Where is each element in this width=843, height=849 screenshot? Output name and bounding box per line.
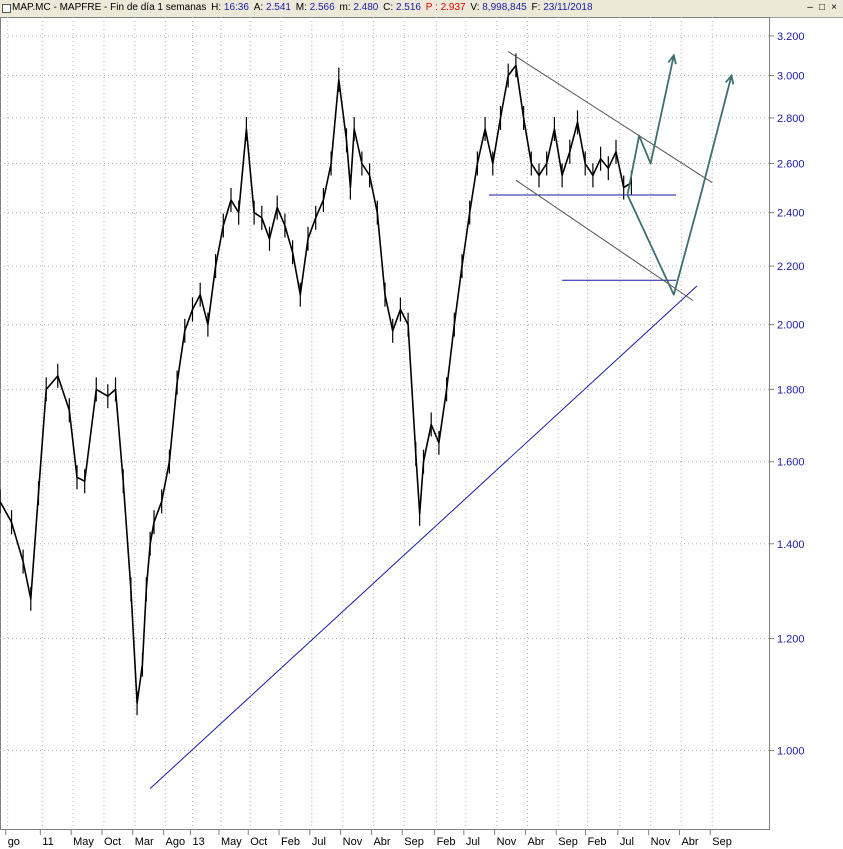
- x-tick-label: go: [8, 836, 20, 848]
- symbol-label: MAP.MC - MAPFRE - Fin de día 1 semanas: [12, 2, 207, 13]
- y-tick-label: 1.000: [777, 745, 805, 757]
- v-label: V:: [470, 2, 480, 13]
- x-tick-label: Nov: [497, 836, 517, 848]
- arrow-head-7: [667, 53, 677, 65]
- x-tick-label: Sep: [558, 836, 578, 848]
- x-tick-label: Ago: [166, 836, 186, 848]
- y-tick-label: 1.200: [777, 633, 805, 645]
- y-tick-label: 2.600: [777, 158, 805, 170]
- x-tick-label: Mar: [135, 836, 154, 848]
- c-value: 2.516: [395, 2, 421, 13]
- series-arrow-7: [626, 55, 675, 196]
- series-price-0: [0, 64, 632, 705]
- x-tick-label: 13: [193, 836, 205, 848]
- p-value: 2.937: [440, 2, 466, 13]
- v-value: 8,998,845: [482, 2, 527, 13]
- h-value: 16:36: [223, 2, 249, 13]
- y-tick-label: 2.800: [777, 113, 805, 125]
- y-tick-label: 1.800: [777, 384, 805, 396]
- series-channel-4: [507, 51, 713, 184]
- plot-frame: [0, 17, 770, 830]
- x-tick-label: Oct: [250, 836, 267, 848]
- x-tick-label: Abr: [681, 836, 698, 848]
- series-trendline-1: [149, 285, 698, 789]
- x-axis-band: [0, 830, 843, 849]
- y-tick-label: 3.200: [777, 31, 805, 43]
- a-value: 2.541: [265, 2, 291, 13]
- mm-value: 2.480: [353, 2, 379, 13]
- x-tick-label: Jul: [620, 836, 634, 848]
- a-label: A:: [253, 2, 264, 13]
- y-tick-label: 3.000: [777, 71, 805, 83]
- c-label: C:: [383, 2, 394, 13]
- x-tick-label: Abr: [373, 836, 390, 848]
- h-label: H:: [211, 2, 222, 13]
- x-tick-label: Oct: [104, 836, 121, 848]
- x-tick-label: Feb: [588, 836, 607, 848]
- x-tick-label: Feb: [437, 836, 456, 848]
- x-tick-label: Nov: [343, 836, 363, 848]
- x-tick-label: Jul: [312, 836, 326, 848]
- x-tick-label: 11: [42, 836, 53, 848]
- f-label: F:: [531, 2, 541, 13]
- minimize-button[interactable]: ‒: [807, 2, 813, 13]
- x-tick-label: Sep: [404, 836, 424, 848]
- m-label: M:: [295, 2, 307, 13]
- y-tick-label: 2.400: [777, 208, 805, 220]
- p-label: P :: [425, 2, 438, 13]
- x-tick-label: Sep: [712, 836, 732, 848]
- m-value: 2.566: [309, 2, 335, 13]
- quote-header: MAP.MC - MAPFRE - Fin de día 1 semanas H…: [12, 2, 593, 13]
- maximize-button[interactable]: □: [818, 2, 826, 13]
- series-channel-5: [515, 179, 694, 301]
- x-tick-label: Abr: [527, 836, 544, 848]
- x-tick-label: Nov: [651, 836, 671, 848]
- close-button[interactable]: ×: [831, 2, 837, 13]
- y-tick-label: 2.200: [777, 261, 805, 273]
- series-arrow-6: [626, 75, 733, 296]
- x-tick-label: Feb: [281, 836, 300, 848]
- x-tick-label: May: [221, 836, 242, 848]
- arrow-head-6: [725, 73, 735, 85]
- price-chart: 3.200 3.000 2.800 2.600 2.400 2.200 2.000 1.800…: [0, 17, 843, 849]
- y-tick-label: 1.400: [777, 539, 805, 551]
- x-tick-label: Jul: [466, 836, 480, 848]
- f-value: 23/11/2018: [543, 2, 593, 13]
- chart-title-bar: MAP.MC - MAPFRE - Fin de día 1 semanas H…: [0, 0, 843, 18]
- y-tick-label: 1.600: [777, 457, 805, 469]
- window-menu-icon[interactable]: [2, 4, 11, 13]
- x-tick-label: May: [73, 836, 94, 848]
- y-tick-label: 2.000: [777, 320, 805, 332]
- mm-label: m:: [339, 2, 351, 13]
